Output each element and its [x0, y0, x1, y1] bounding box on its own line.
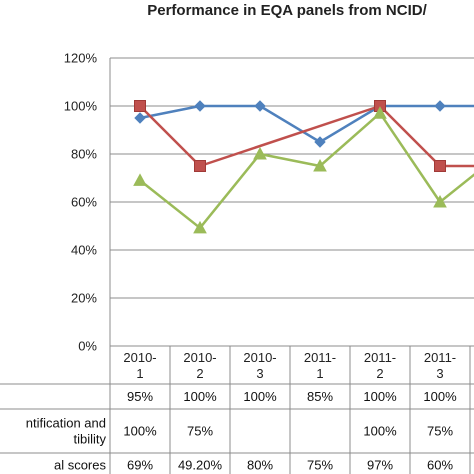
data-point	[254, 100, 266, 112]
table-cell: 80%	[247, 458, 273, 473]
table-cell: 100%	[243, 389, 277, 404]
x-tick-label: 2011-1	[304, 350, 336, 381]
table-cell: 75%	[307, 458, 333, 473]
x-tick-label: 2010-3	[243, 350, 276, 381]
x-tick-label: 2010-2	[183, 350, 216, 381]
y-tick-label: 20%	[71, 291, 97, 306]
data-point	[373, 106, 387, 119]
table-cell: 69%	[127, 458, 153, 473]
table-cell: 100%	[423, 389, 457, 404]
table-cell: 95%	[127, 389, 153, 404]
table-cell: 100%	[183, 389, 217, 404]
data-point	[434, 100, 446, 112]
table-cell: 97%	[367, 458, 393, 473]
data-point	[194, 160, 206, 172]
data-point	[134, 100, 146, 112]
data-point	[433, 194, 447, 208]
table-cell: 60%	[427, 458, 453, 473]
table-cell: 100%	[123, 424, 157, 439]
data-point	[133, 173, 147, 186]
data-point	[313, 158, 327, 172]
data-point	[314, 136, 326, 148]
series-line	[139, 104, 474, 168]
table-row-label: tibility	[73, 432, 106, 447]
x-tick-label: 2011-2	[364, 350, 396, 381]
table-cell: 100%	[363, 424, 397, 439]
table-cell: 75%	[427, 424, 453, 439]
series-line	[139, 104, 474, 144]
table-cell: 75%	[187, 424, 213, 439]
data-point	[134, 112, 146, 124]
table-cell: 85%	[307, 389, 333, 404]
x-tick-label: 2011-3	[424, 350, 456, 381]
data-point	[434, 160, 446, 172]
x-tick-label: 2010-1	[123, 350, 156, 381]
table-cell: 100%	[363, 389, 397, 404]
table-row-label: ntification and	[26, 416, 106, 431]
y-tick-label: 100%	[64, 99, 98, 114]
y-tick-label: 120%	[64, 51, 98, 66]
data-point	[253, 146, 267, 160]
y-tick-label: 80%	[71, 147, 97, 162]
data-point	[194, 100, 206, 112]
y-tick-label: 40%	[71, 243, 97, 258]
table-cell: 49.20%	[178, 458, 223, 473]
table-row-label: al scores	[54, 458, 107, 473]
y-tick-label: 60%	[71, 195, 97, 210]
y-tick-label: 0%	[78, 339, 97, 354]
chart-title: Performance in EQA panels from NCID/	[147, 2, 427, 19]
data-point	[193, 220, 207, 234]
